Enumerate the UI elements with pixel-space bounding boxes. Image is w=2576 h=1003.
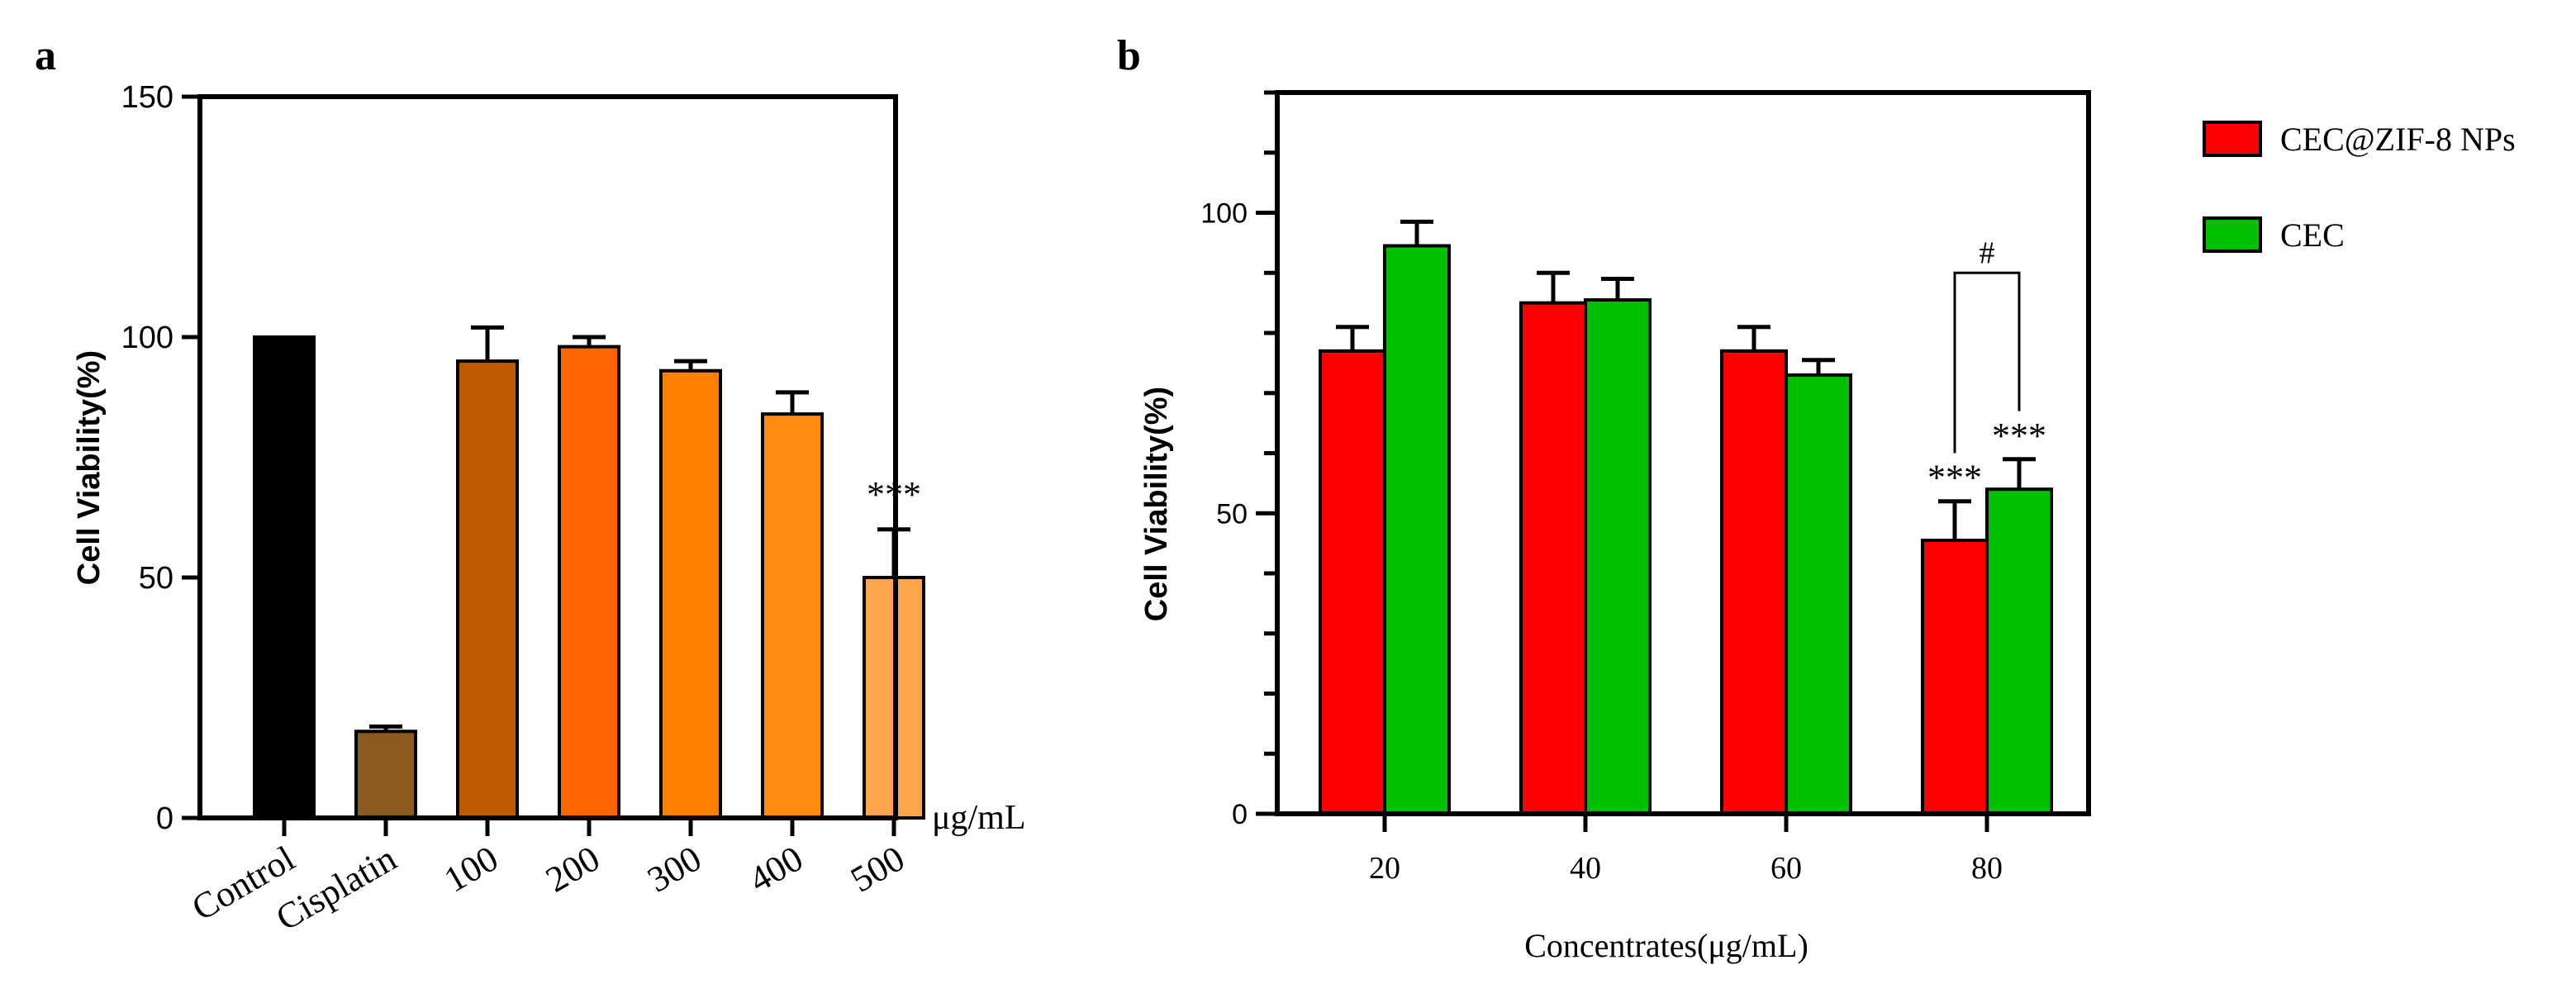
legend-label-cec: CEC (2280, 216, 2345, 254)
panel-a-plot-frame (197, 94, 898, 820)
bar-400 (761, 412, 824, 820)
bar-cec-60 (1785, 373, 1852, 815)
error-bar-400 (776, 390, 809, 415)
panel-b-letter: b (1117, 32, 1141, 79)
x-tick-label-40: 40 (1570, 851, 1601, 886)
panel-a-y-axis-title: Cell Viability(%) (72, 350, 107, 585)
error-bar-cec-20 (1400, 219, 1433, 246)
bar-cec-zif8-20 (1319, 349, 1386, 815)
bar-cec-zif8-80 (1921, 538, 1989, 815)
error-bar-cec-zif8-40 (1537, 270, 1570, 303)
y-tick-label-100: 100 (121, 321, 173, 355)
significance-cec-zif8-80: *** (1927, 458, 1982, 498)
x-tick-label-100: 100 (437, 838, 505, 900)
bar-cec-20 (1383, 244, 1451, 815)
panel-b-bars: ****** # (1319, 219, 2053, 816)
panel-a-y-axis: 0 50 100 150 (121, 80, 200, 836)
comparison-bracket: # (1953, 235, 2021, 454)
panel-a-letter: a (35, 32, 56, 79)
y-tick-label-100: 100 (1200, 198, 1248, 230)
panel-b-y-axis-title: Cell Viability(%) (1139, 387, 1174, 621)
y-tick-label-50: 50 (139, 561, 173, 596)
y-tick-label-0: 0 (156, 801, 173, 836)
legend: CEC@ZIF-8 NPs CEC (2203, 121, 2516, 254)
bar-100 (456, 359, 519, 820)
error-bar-cec-60 (1802, 358, 1835, 375)
panel-a-unit-label: μg/mL (932, 799, 1026, 837)
y-tick-label-50: 50 (1216, 498, 1248, 530)
legend-swatch-cec (2203, 216, 2262, 253)
bar-200 (558, 345, 620, 820)
bar-cisplatin (354, 730, 417, 820)
y-tick-label-150: 150 (121, 80, 173, 115)
y-tick-label-0: 0 (1232, 799, 1248, 830)
panel-a-bars: *** (253, 325, 925, 820)
error-bar-cec-zif8-20 (1336, 325, 1369, 351)
panel-b-y-axis: 0 50 100 (1200, 90, 1277, 830)
bar-control (253, 335, 316, 820)
x-tick-label-60: 60 (1770, 851, 1802, 886)
bar-cec-40 (1584, 297, 1652, 815)
x-tick-label-300: 300 (640, 838, 708, 900)
significance-cec-80: *** (1992, 416, 2046, 456)
comparison-bracket-line (1953, 271, 2021, 454)
error-bar-100 (471, 325, 504, 362)
panel-b-plot-frame (1275, 90, 2091, 816)
x-tick-label-80: 80 (1971, 851, 2003, 886)
comparison-bracket-label: # (1980, 235, 1995, 270)
error-bar-cec-40 (1601, 277, 1634, 300)
error-bar-cec-zif8-80 (1938, 499, 1971, 540)
legend-swatch-cec-zif8 (2203, 121, 2262, 157)
error-bar-cisplatin (369, 724, 402, 732)
error-bar-200 (573, 335, 606, 347)
x-tick-label-200: 200 (539, 838, 606, 900)
panel-b-x-axis: 20 40 60 80 (1369, 814, 2003, 886)
legend-label-cec-zif8: CEC@ZIF-8 NPs (2280, 121, 2516, 158)
x-tick-label-500: 500 (844, 838, 911, 900)
bar-300 (659, 368, 722, 820)
x-tick-label-400: 400 (742, 838, 810, 900)
x-tick-label-20: 20 (1369, 851, 1400, 886)
bar-cec-zif8-60 (1720, 349, 1788, 815)
bar-cec-80 (1985, 487, 2053, 816)
panel-b-x-axis-title: Concentrates(μg/mL) (1524, 927, 1808, 964)
error-bar-cec-80 (2003, 457, 2036, 490)
panel-b-chart: b Cell Viability(%) Concentrates(μg/mL) … (1117, 32, 2516, 964)
error-bar-300 (674, 359, 707, 371)
bar-cec-zif8-40 (1519, 301, 1587, 815)
error-bar-cec-zif8-60 (1737, 325, 1770, 351)
